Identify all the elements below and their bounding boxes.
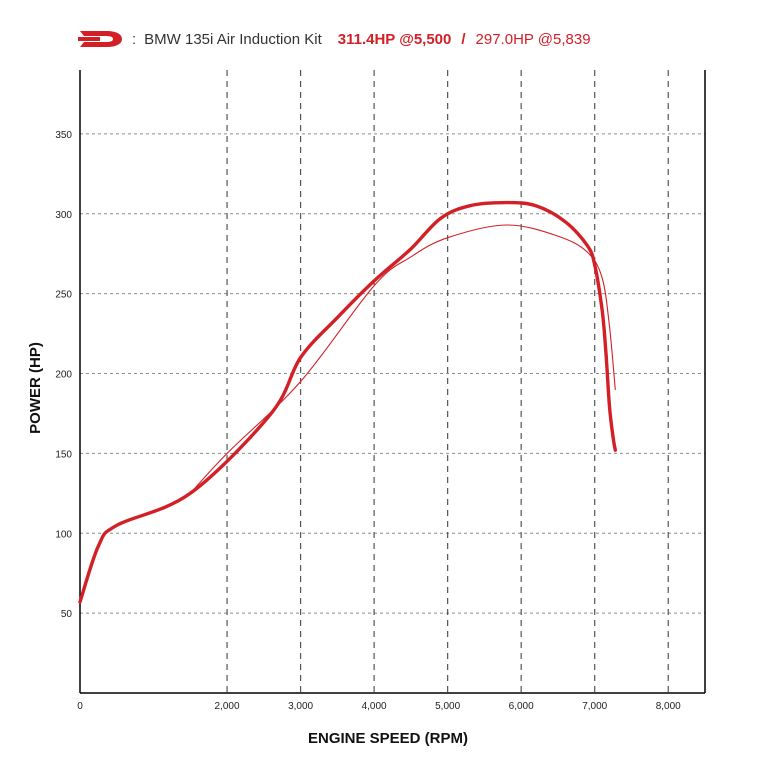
x-tick-label: 8,000 [656,701,681,712]
hp-primary: 311.4HP @5,500 [337,30,452,48]
y-tick-label: 100 [55,529,72,540]
axes [79,70,706,694]
grid [80,70,705,693]
x-tick-label: 3,000 [288,701,313,712]
header-separator: : [132,30,137,48]
x-tick-label: 2,000 [215,701,240,712]
chart-header: : BMW 135i Air Induction Kit 311.4HP @5,… [78,24,591,54]
series-line-primary [78,200,617,604]
x-axis-title: ENGINE SPEED (RPM) [308,730,468,747]
y-tick-label: 150 [55,449,72,460]
x-tick-label: 6,000 [509,701,534,712]
y-tick-label: 300 [55,210,72,221]
x-tick-label: 5,000 [435,701,460,712]
x-tick-label: 0 [77,701,83,712]
series-line-secondary [189,224,616,494]
y-tick-label: 250 [55,290,72,301]
y-tick-label: 350 [55,130,72,141]
series [78,200,617,604]
hp-divider: / [461,30,466,48]
y-tick-label: 200 [55,370,72,381]
x-tick-label: 4,000 [362,701,387,712]
y-tick-label: 50 [61,609,73,620]
y-axis-title: POWER (HP) [27,342,44,434]
hp-secondary: 297.0HP @5,839 [475,30,591,48]
x-tick-label: 7,000 [582,701,607,712]
tick-labels: 50 100 150 200 250 300 350 0 2,000 3,000 4,000 5,00… [55,130,681,712]
kit-name: BMW 135i Air Induction Kit [144,30,322,48]
brand-logo-icon [78,31,122,47]
